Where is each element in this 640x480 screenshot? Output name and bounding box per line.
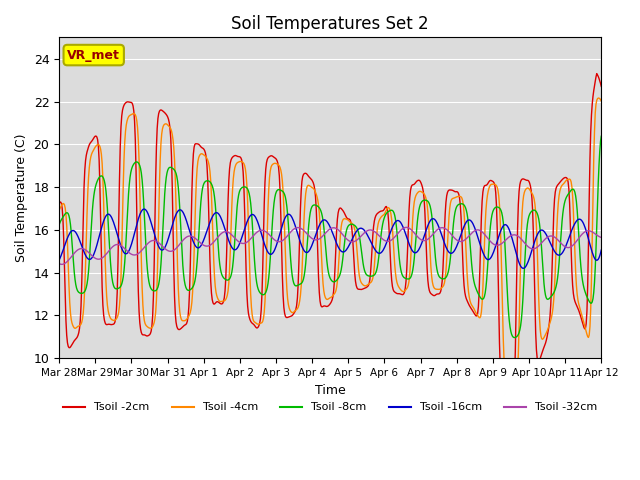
Tsoil -16cm [121, 251, 129, 256]
Tsoil -32cm [177, 240, 184, 246]
Title: Soil Temperatures Set 2: Soil Temperatures Set 2 [232, 15, 429, 33]
Line: Tsoil -8cm: Tsoil -8cm [59, 136, 601, 337]
Tsoil -4cm [65, 282, 73, 288]
Tsoil -4cm [396, 286, 404, 292]
Tsoil -8cm [121, 259, 129, 265]
Tsoil -16cm [65, 232, 73, 238]
Tsoil -2cm [121, 101, 129, 107]
Tsoil -2cm [65, 345, 73, 350]
Tsoil -16cm [55, 257, 63, 263]
Tsoil -32cm [397, 228, 404, 233]
Tsoil -2cm [506, 408, 514, 414]
Line: Tsoil -16cm: Tsoil -16cm [59, 209, 601, 268]
Tsoil -32cm [66, 256, 74, 262]
Text: VR_met: VR_met [67, 48, 120, 61]
Legend: Tsoil -2cm, Tsoil -4cm, Tsoil -8cm, Tsoil -16cm, Tsoil -32cm: Tsoil -2cm, Tsoil -4cm, Tsoil -8cm, Tsoi… [58, 398, 602, 417]
Tsoil -32cm [122, 247, 129, 252]
Tsoil -4cm [121, 139, 129, 145]
Tsoil -8cm [176, 206, 184, 212]
Tsoil -8cm [65, 213, 73, 218]
Tsoil -2cm [205, 199, 212, 205]
Tsoil -8cm [597, 133, 605, 139]
Tsoil -32cm [55, 261, 63, 266]
Tsoil -16cm [597, 247, 605, 253]
Tsoil -4cm [597, 98, 605, 104]
Line: Tsoil -2cm: Tsoil -2cm [59, 73, 601, 411]
Tsoil -32cm [413, 234, 421, 240]
Tsoil -2cm [593, 71, 600, 76]
Y-axis label: Soil Temperature (C): Soil Temperature (C) [15, 133, 28, 262]
X-axis label: Time: Time [315, 384, 346, 396]
Tsoil -2cm [396, 291, 404, 297]
Tsoil -32cm [597, 235, 605, 240]
Tsoil -2cm [55, 200, 63, 206]
Tsoil -8cm [205, 178, 212, 184]
Line: Tsoil -4cm: Tsoil -4cm [59, 98, 601, 397]
Tsoil -16cm [520, 265, 527, 271]
Tsoil -16cm [397, 220, 404, 226]
Tsoil -16cm [177, 207, 184, 213]
Tsoil -8cm [396, 262, 404, 267]
Tsoil -4cm [55, 207, 63, 213]
Tsoil -16cm [141, 206, 148, 212]
Tsoil -8cm [412, 238, 420, 243]
Tsoil -8cm [55, 222, 63, 228]
Tsoil -16cm [413, 250, 420, 255]
Tsoil -32cm [402, 225, 410, 230]
Tsoil -2cm [412, 180, 420, 185]
Tsoil -32cm [58, 262, 66, 267]
Tsoil -4cm [595, 95, 602, 101]
Tsoil -4cm [176, 309, 184, 315]
Tsoil -4cm [412, 193, 420, 199]
Tsoil -16cm [205, 222, 213, 228]
Tsoil -8cm [511, 335, 518, 340]
Tsoil -32cm [205, 243, 213, 249]
Tsoil -2cm [597, 84, 605, 89]
Tsoil -4cm [205, 159, 212, 165]
Tsoil -4cm [507, 395, 515, 400]
Line: Tsoil -32cm: Tsoil -32cm [59, 228, 601, 264]
Tsoil -2cm [176, 326, 184, 332]
